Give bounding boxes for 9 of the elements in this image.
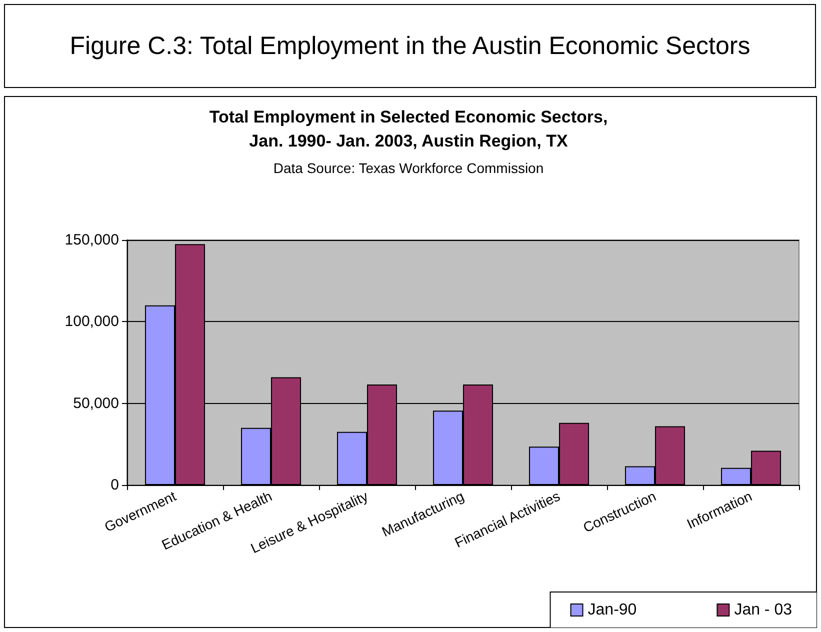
y-tick-label: 0 bbox=[110, 476, 119, 494]
legend-label: Jan - 03 bbox=[734, 602, 792, 618]
legend-label: Jan-90 bbox=[588, 602, 637, 618]
text: Figure C.3: Total Employment in the Austin Economic Sectors bbox=[4, 4, 816, 88]
y-tick-label: 150,000 bbox=[64, 232, 119, 248]
y-tick-label: 100,000 bbox=[64, 313, 119, 330]
chart-title: Total Employment in Selected Economic Sectors, Jan. 1990- Jan. 2003, Austin Region, TX bbox=[209, 108, 608, 150]
y-tick-label: 50,000 bbox=[73, 394, 119, 412]
chart-subtitle: Data Source: Texas Workforce Commission bbox=[273, 160, 544, 176]
